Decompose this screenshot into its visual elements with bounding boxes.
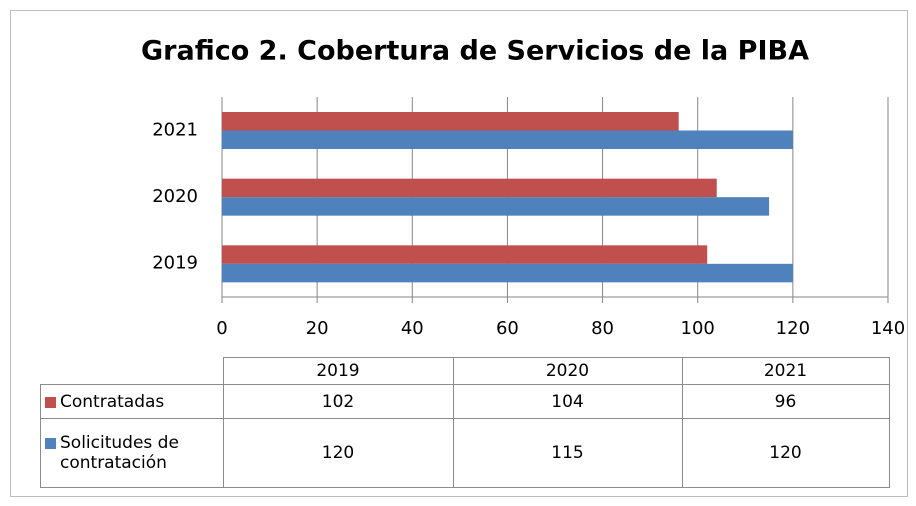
legend-label: Solicitudes de contratación xyxy=(60,433,179,473)
header-cell: 2021 xyxy=(681,357,890,385)
value-cell: 102 xyxy=(222,384,454,419)
data-table: 2019 2020 2021 Contratadas 102 104 96 Solicitud… xyxy=(40,357,890,488)
value-cell: 115 xyxy=(452,418,683,488)
bar xyxy=(222,130,793,149)
x-tick-label: 100 xyxy=(681,318,715,339)
y-tick-label: 2021 xyxy=(152,119,198,140)
series-row: Contratadas 102 104 96 xyxy=(40,384,890,419)
value-cell: 104 xyxy=(452,384,683,419)
x-tick-label: 120 xyxy=(776,318,810,339)
chart-border xyxy=(10,10,908,497)
x-tick-label: 140 xyxy=(871,318,905,339)
bar xyxy=(222,178,717,198)
value-cell: 120 xyxy=(681,418,890,488)
header-cell: 2020 xyxy=(452,357,683,385)
bar xyxy=(222,263,793,283)
x-tick-label: 40 xyxy=(401,318,424,339)
header-cell: 2019 xyxy=(222,357,454,385)
x-tick-label: 60 xyxy=(496,318,519,339)
x-tick-label: 20 xyxy=(306,318,329,339)
bar xyxy=(222,245,708,264)
legend-label: Contratadas xyxy=(60,391,165,412)
chart-title: Grafico 2. Cobertura de Servicios de la … xyxy=(141,36,809,67)
bar xyxy=(222,112,679,131)
y-tick-label: 2020 xyxy=(152,186,198,207)
corner xyxy=(41,358,224,385)
x-tick-label: 80 xyxy=(591,318,614,339)
legend-swatch xyxy=(45,438,56,449)
y-tick-label: 2019 xyxy=(152,253,198,274)
x-tick-label: 0 xyxy=(216,318,227,339)
legend-cell: Solicitudes de contratación xyxy=(40,418,224,488)
bar xyxy=(222,197,770,216)
value-cell: 120 xyxy=(222,418,454,488)
legend-entry: Contratadas xyxy=(45,392,219,412)
legend-cell: Contratadas xyxy=(40,384,224,419)
header-row: 2019 2020 2021 xyxy=(41,357,890,385)
legend-entry: Solicitudes de contratación xyxy=(45,433,219,473)
value-cell: 96 xyxy=(681,384,890,419)
legend-swatch xyxy=(45,396,56,408)
series-row: Solicitudes de contratación 120 115 120 xyxy=(40,418,890,488)
